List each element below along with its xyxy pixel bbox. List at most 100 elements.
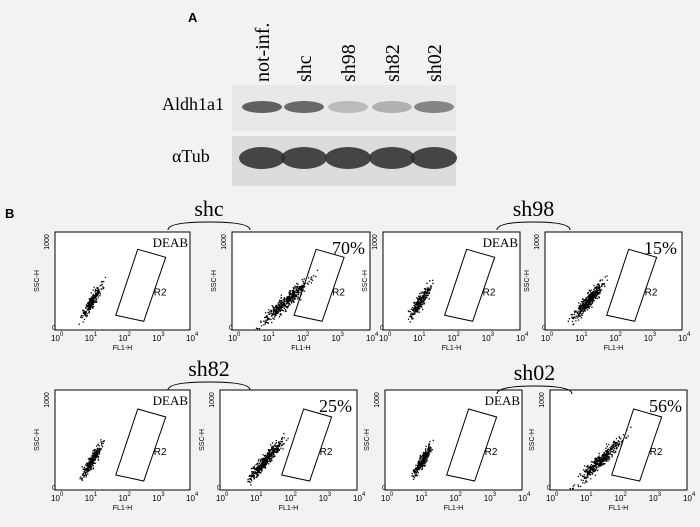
event-dot (84, 468, 86, 470)
event-dot (614, 443, 616, 445)
plot-frame (382, 231, 521, 331)
event-dot (593, 294, 595, 297)
event-dot (604, 453, 607, 455)
event-dot (413, 476, 416, 479)
event-dot (260, 464, 262, 467)
event-dot (271, 447, 273, 449)
event-dot (276, 445, 279, 447)
event-dot (281, 440, 284, 443)
event-dot (586, 299, 588, 302)
event-dot (271, 305, 273, 307)
event-dot (568, 318, 571, 320)
event-dot (410, 313, 412, 315)
event-dot (421, 456, 424, 458)
event-dot (294, 298, 297, 300)
event-dot (271, 451, 273, 453)
event-dot (599, 463, 602, 465)
event-dot (427, 293, 429, 295)
event-dot (300, 293, 302, 296)
event-dot (91, 302, 93, 304)
event-dot (299, 291, 301, 294)
event-dot (588, 301, 590, 303)
event-dot (262, 458, 264, 461)
event-dot (282, 443, 284, 445)
event-dot (588, 299, 590, 301)
event-dot (570, 314, 572, 316)
event-dot (422, 298, 425, 301)
event-dot (104, 276, 107, 279)
event-dot (592, 472, 594, 474)
event-dot (101, 446, 104, 448)
event-dot (594, 458, 596, 460)
event-dot (256, 470, 259, 472)
event-dot (92, 298, 94, 300)
event-dot (626, 437, 628, 439)
event-dot (279, 312, 282, 315)
event-dot (580, 305, 582, 307)
event-dot (574, 311, 576, 314)
event-dot (282, 306, 284, 308)
event-dot (584, 302, 587, 304)
lane-label: not-inf. (252, 23, 274, 82)
event-dot (424, 453, 426, 455)
event-dot (83, 318, 86, 321)
event-dot (92, 302, 95, 304)
event-dot (587, 302, 590, 304)
event-dot (577, 314, 579, 316)
event-dot (598, 455, 600, 457)
event-dot (589, 468, 591, 470)
gate-label: R2 (483, 287, 496, 298)
event-dot (421, 465, 423, 467)
event-dot (603, 459, 605, 461)
event-dot (89, 457, 92, 460)
event-dot (584, 482, 586, 484)
event-dot (92, 460, 95, 462)
event-dot (615, 441, 617, 444)
event-dot (586, 468, 588, 471)
event-dot (602, 453, 605, 455)
event-dot (278, 310, 280, 312)
event-dot (303, 278, 305, 280)
event-dot (258, 470, 260, 472)
x-tick-exponent: 2 (128, 332, 132, 338)
event-dot (275, 308, 277, 311)
control-label: DEAB (153, 235, 189, 250)
event-dot (601, 460, 603, 462)
event-dot (253, 471, 255, 473)
event-dot (419, 299, 421, 301)
event-dot (103, 280, 105, 283)
event-dot (421, 463, 423, 465)
event-dot (423, 455, 426, 457)
event-dot (577, 312, 579, 314)
event-dot (588, 470, 590, 472)
event-dot (596, 456, 599, 459)
gate-label: R2 (154, 447, 167, 458)
event-dot (283, 300, 285, 302)
event-dot (571, 320, 574, 323)
event-dot (275, 446, 278, 448)
event-dot (428, 455, 430, 457)
event-dot (591, 296, 594, 298)
event-dot (278, 305, 280, 307)
event-dot (426, 455, 428, 457)
event-dot (586, 474, 588, 476)
x-tick-label: 10 (319, 494, 328, 503)
event-dot (584, 308, 586, 310)
event-dot (290, 290, 292, 292)
event-dot (86, 305, 88, 307)
event-dot (253, 472, 256, 474)
event-dot (279, 310, 281, 312)
event-dot (88, 308, 90, 310)
event-dot (424, 298, 426, 300)
event-dot (615, 437, 618, 440)
y-tick-label: 1000 (372, 234, 379, 250)
x-tick-label: 10 (610, 334, 619, 343)
event-dot (606, 279, 608, 281)
event-dot (275, 449, 278, 452)
event-dot (273, 451, 275, 454)
event-dot (96, 454, 98, 456)
event-dot (90, 457, 92, 459)
event-dot (278, 306, 280, 308)
event-dot (572, 485, 575, 487)
event-dot (256, 467, 258, 469)
